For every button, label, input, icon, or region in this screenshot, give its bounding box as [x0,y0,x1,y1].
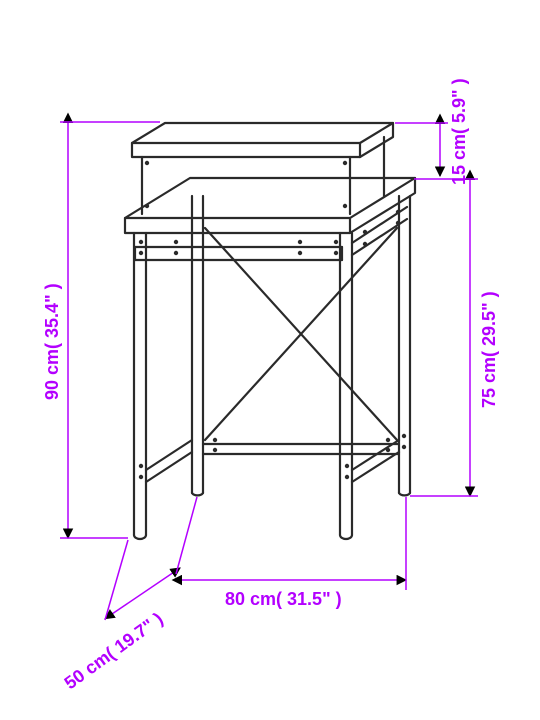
dimensions: 90 cm( 35.4" ) 50 50 cm( 19.7" ) 80 cm( … [42,78,499,693]
dim-width: 80 cm( 31.5" ) [225,589,342,609]
dim-desk-height: 75 cm( 29.5" ) [479,291,499,408]
dim-shelf-height: 15 cm( 5.9" ) [449,78,469,185]
desk-illustration [125,123,415,539]
dim-height-total: 90 cm( 35.4" ) [42,283,62,400]
dim-depth: 50 cm( 19.7" ) [61,609,167,694]
diagram-stage: 90 cm( 35.4" ) 50 50 cm( 19.7" ) 80 cm( … [0,0,540,720]
diagram-svg: 90 cm( 35.4" ) 50 50 cm( 19.7" ) 80 cm( … [0,0,540,720]
